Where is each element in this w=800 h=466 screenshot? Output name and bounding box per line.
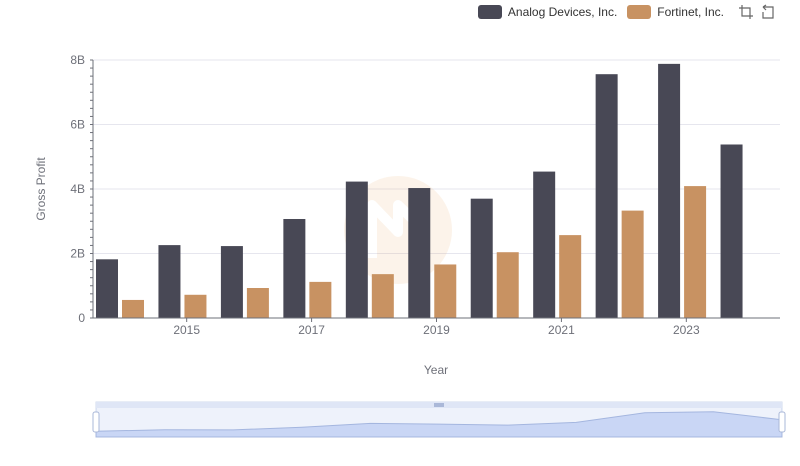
x-tick-label: 2023 [673,323,700,337]
bar-analog-devices-2016[interactable] [220,246,243,318]
bar-fortinet-2020[interactable] [496,252,519,318]
bar-fortinet-2017[interactable] [309,281,332,318]
x-axis-title: Year [424,363,448,377]
x-tick-label: 2017 [298,323,325,337]
bar-fortinet-2019[interactable] [434,264,457,318]
y-tick-label: 0 [78,311,85,325]
bar-fortinet-2014[interactable] [122,299,144,318]
bar-analog-devices-2022[interactable] [595,74,618,318]
legend-label-fortinet: Fortinet, Inc. [657,5,724,19]
legend-label-analog-devices: Analog Devices, Inc. [507,5,618,19]
slider-move-handle[interactable] [434,403,444,407]
y-tick-label: 8B [70,53,85,67]
bar-fortinet-2021[interactable] [559,235,582,318]
restore-icon[interactable] [760,4,776,20]
slider-right-handle[interactable] [778,411,786,433]
axes-layer: 0 2B 4B 6B 8B 2015 2017 2019 2021 2023 [70,53,780,337]
bars-layer [96,63,743,319]
bar-analog-devices-2019[interactable] [408,188,431,318]
bar-analog-devices-2024[interactable] [720,144,743,318]
data-zoom-slider[interactable] [92,401,786,438]
x-tick-label: 2015 [173,323,200,337]
legend-item-analog-devices[interactable]: Analog Devices, Inc. [477,5,618,19]
slider-left-handle[interactable] [92,411,100,433]
zoom-select-icon[interactable] [738,4,754,20]
y-tick-label: 4B [70,182,85,196]
bar-analog-devices-2020[interactable] [470,198,493,318]
y-axis-title: Gross Profit [34,157,48,221]
bar-analog-devices-2015[interactable] [158,245,181,318]
y-tick-label: 2B [70,247,85,261]
bar-analog-devices-2021[interactable] [533,171,556,318]
legend-swatch-analog-devices [477,5,502,19]
legend-swatch-fortinet [627,5,652,19]
slider-preview-area [95,411,783,438]
bar-analog-devices-2017[interactable] [283,218,306,318]
bar-fortinet-2015[interactable] [184,294,207,318]
bar-fortinet-2023[interactable] [684,186,707,318]
bar-analog-devices-2014[interactable] [96,259,118,318]
bar-fortinet-2016[interactable] [246,288,269,318]
toolbox [738,4,776,20]
y-tick-label: 6B [70,118,85,132]
bar-fortinet-2022[interactable] [621,210,644,318]
bar-fortinet-2018[interactable] [371,274,394,318]
legend: Analog Devices, Inc. Fortinet, Inc. [477,4,776,20]
bar-analog-devices-2023[interactable] [658,63,681,319]
x-tick-label: 2021 [548,323,575,337]
x-tick-label: 2019 [423,323,450,337]
legend-item-fortinet[interactable]: Fortinet, Inc. [627,5,724,19]
bar-analog-devices-2018[interactable] [345,181,368,318]
